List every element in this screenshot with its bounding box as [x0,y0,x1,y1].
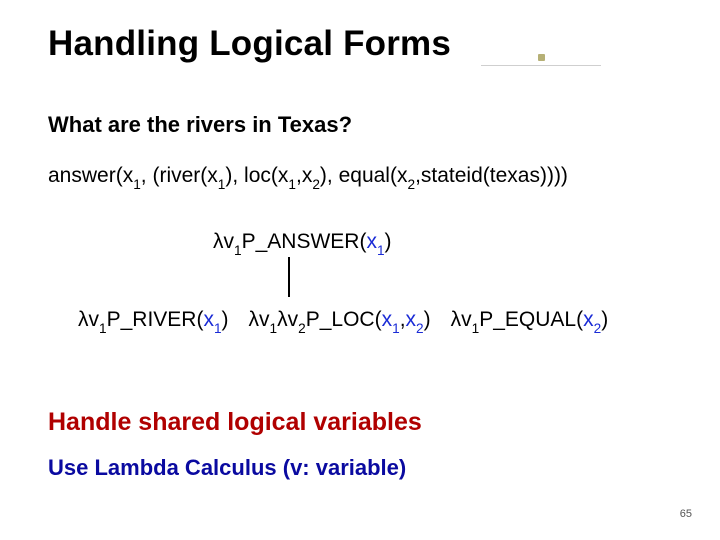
eq-e: 2 [594,321,602,336]
slide: Handling Logical Forms What are the rive… [0,0,720,540]
slide-title: Handling Logical Forms [48,24,451,64]
loc-b: 1 [270,321,278,336]
tree-node-answer: λv1P_ANSWER(x1) [213,230,392,256]
logical-formula: answer(x1, (river(x1), loc(x1,x2), equal… [48,164,680,190]
riv-e: 1 [214,321,222,336]
accent-bar-icon [481,65,601,66]
highlight-shared-vars: Handle shared logical variables [48,408,680,437]
question-text: What are the rivers in Texas? [48,112,680,138]
f-p1: answer(x [48,164,133,187]
loc-a: λv [249,308,270,331]
ans-b: 1 [234,243,242,258]
eq-a: λv [451,308,472,331]
f-s3: 1 [288,177,296,192]
f-s4: 2 [312,177,320,192]
highlight-lambda: Use Lambda Calculus (v: variable) [48,455,680,481]
tree-node-loc: λv1λv2P_LOC(x1,x2) [249,308,431,334]
title-row: Handling Logical Forms [48,22,680,66]
f-p3: ), loc(x [225,164,288,187]
ans-e: 1 [377,243,385,258]
f-s1: 1 [133,177,141,192]
riv-b: 1 [99,321,107,336]
eq-b: 1 [472,321,480,336]
f-p6: ,stateid(texas)))) [415,164,568,187]
eq-f: ) [601,308,608,331]
f-s5: 2 [407,177,415,192]
f-p5: ), equal(x [320,164,408,187]
tree-children-row: λv1P_RIVER(x1) λv1λv2P_LOC(x1,x2) λv1P_E… [48,308,680,334]
ans-f: ) [385,230,392,253]
riv-d: x [203,308,214,331]
loc-d: 2 [298,321,306,336]
title-accent [481,22,601,66]
ans-c: P_ANSWER( [242,230,367,253]
riv-c: P_RIVER( [107,308,204,331]
loc-e: P_LOC( [306,308,382,331]
loc-c: λv [277,308,298,331]
loc-f: x [382,308,393,331]
f-p2: , (river(x [141,164,218,187]
ans-a: λv [213,230,234,253]
f-p4: ,x [296,164,312,187]
derivation-tree: λv1P_ANSWER(x1) λv1P_RIVER(x1) λv1λv2P_L… [48,230,680,350]
f-s2: 1 [218,177,226,192]
eq-d: x [583,308,594,331]
tree-node-river: λv1P_RIVER(x1) [78,308,229,334]
eq-c: P_EQUAL( [479,308,583,331]
loc-i: x [406,308,417,331]
tree-node-equal: λv1P_EQUAL(x2) [451,308,609,334]
loc-k: ) [424,308,431,331]
riv-f: ) [222,308,229,331]
loc-g: 1 [392,321,400,336]
riv-a: λv [78,308,99,331]
tree-edge-icon [288,257,290,297]
loc-j: 2 [416,321,424,336]
accent-dot-icon [538,54,545,61]
ans-d: x [366,230,377,253]
slide-number: 65 [680,508,692,520]
